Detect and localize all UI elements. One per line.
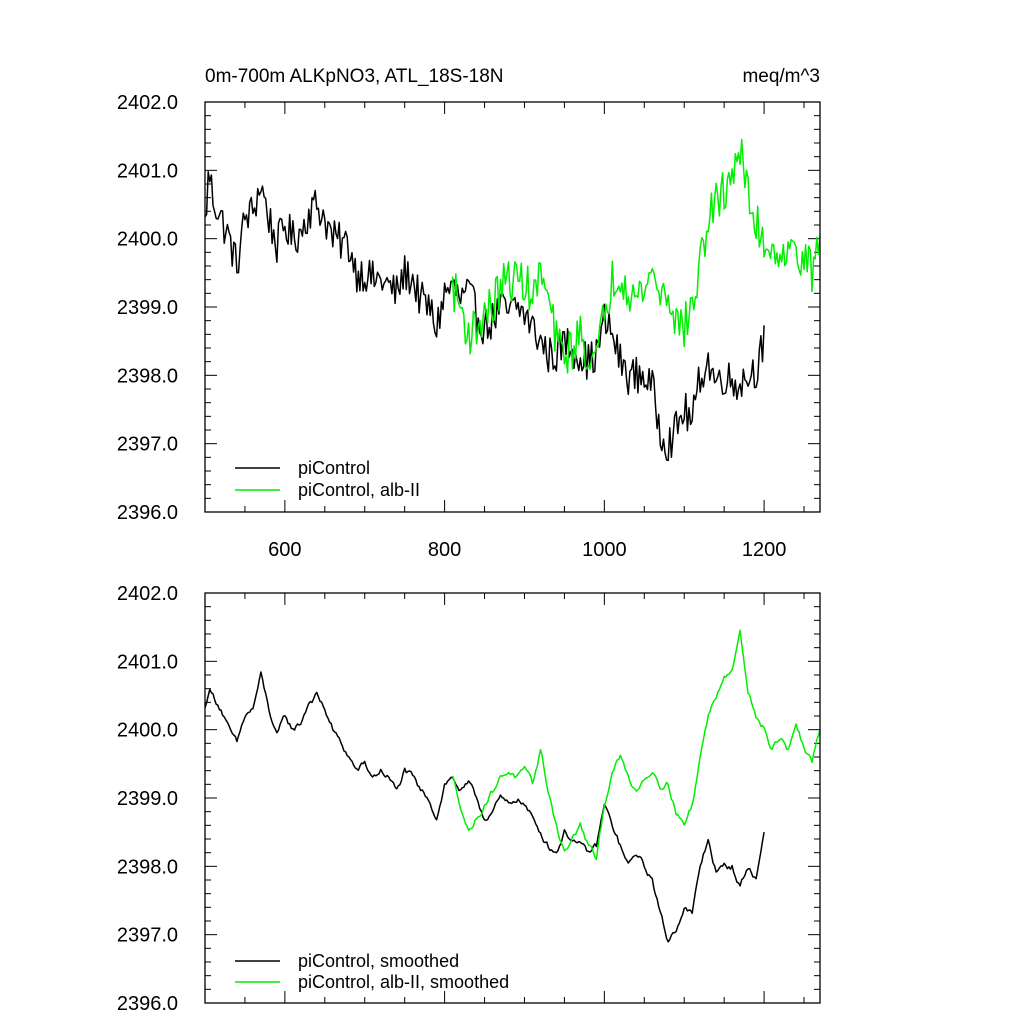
top-panel: 2396.0 2397.0 2398.0 2399.0 2400.0 2401.0 2402…	[117, 92, 821, 561]
top-x-tick-label: 1000	[582, 539, 627, 561]
top-series-line-0	[204, 170, 765, 462]
top-y-tick-label: 2397.0	[117, 434, 178, 456]
top-y-tick-label: 2398.0	[117, 365, 178, 387]
top-x-tick-label: 600	[268, 539, 301, 561]
top-y-tick-label: 2399.0	[117, 297, 178, 319]
bottom-y-tick-label: 2399.0	[117, 788, 178, 810]
bottom-plot-frame	[204, 592, 821, 1004]
top-y-tick-label: 2400.0	[117, 229, 178, 251]
top-x-tick-labels: 600 800 1000 1200	[268, 539, 786, 561]
bottom-y-tick-label: 2400.0	[117, 720, 178, 742]
bottom-y-tick-labels: 2396.0 2397.0 2398.0 2399.0 2400.0 2401.0 2402…	[117, 583, 178, 1015]
top-axis-ticks	[204, 101, 820, 513]
top-y-tick-label: 2396.0	[117, 502, 178, 524]
bottom-legend: piControl, smoothed piControl, alb-II, s…	[235, 951, 509, 992]
bottom-y-tick-label: 2402.0	[117, 583, 178, 605]
bottom-y-tick-label: 2397.0	[117, 925, 178, 947]
top-y-tick-label: 2402.0	[117, 92, 178, 114]
bottom-series-line-0	[204, 671, 765, 943]
top-plot-frame	[204, 101, 821, 513]
bottom-y-tick-label: 2396.0	[117, 993, 178, 1015]
top-series-group	[204, 138, 821, 462]
bottom-series-line-1	[451, 629, 821, 861]
bottom-legend-label-picontrol-smoothed: piControl, smoothed	[298, 951, 459, 971]
chart-title: 0m-700m ALKpNO3, ATL_18S-18N	[205, 66, 504, 87]
top-series-line-1	[451, 138, 821, 374]
top-legend: piControl piControl, alb-II	[235, 458, 420, 500]
bottom-series-group	[204, 629, 821, 943]
units-label: meq/m^3	[742, 66, 820, 87]
bottom-axis-ticks	[204, 592, 820, 1004]
top-legend-label-alb-ii: piControl, alb-II	[298, 480, 420, 500]
top-x-tick-label: 1200	[742, 539, 787, 561]
bottom-panel: 2396.0 2397.0 2398.0 2399.0 2400.0 2401.0 2402…	[117, 583, 821, 1015]
top-y-tick-label: 2401.0	[117, 160, 178, 182]
bottom-y-tick-label: 2398.0	[117, 856, 178, 878]
bottom-y-tick-label: 2401.0	[117, 651, 178, 673]
top-x-tick-label: 800	[428, 539, 461, 561]
bottom-legend-label-alb-ii-smoothed: piControl, alb-II, smoothed	[298, 972, 509, 992]
top-legend-label-picontrol: piControl	[298, 458, 370, 478]
top-y-tick-labels: 2396.0 2397.0 2398.0 2399.0 2400.0 2401.0 2402…	[117, 92, 178, 524]
